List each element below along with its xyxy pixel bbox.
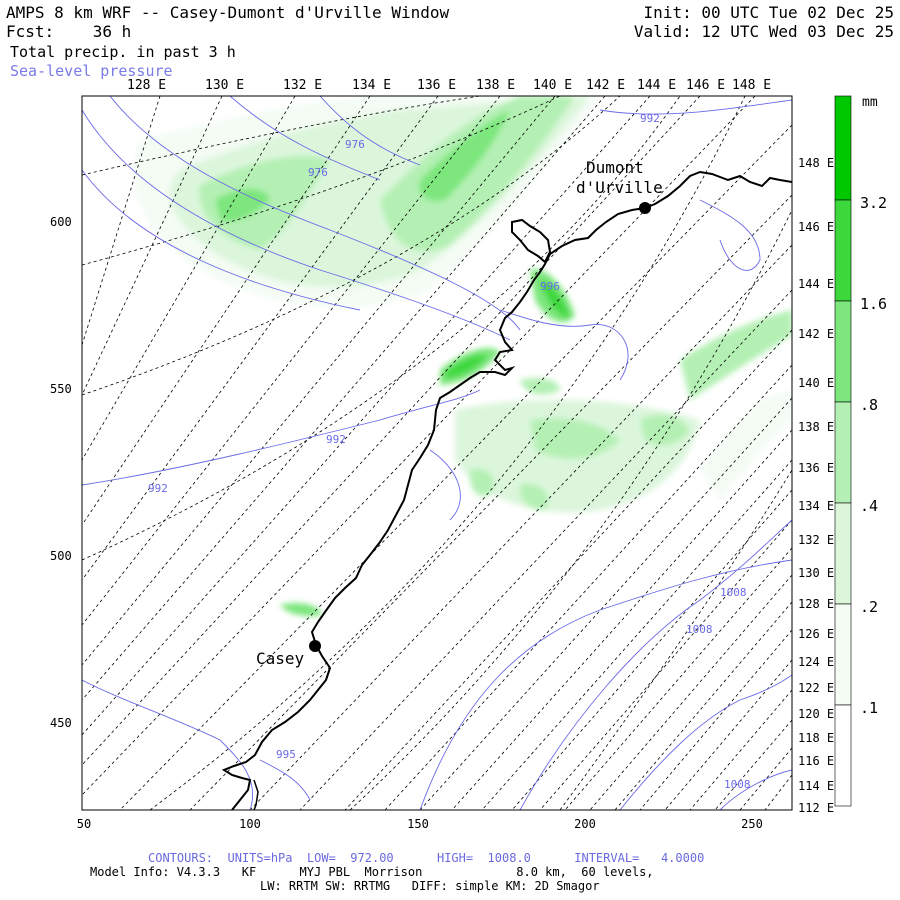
colorbar-label: 1.6 (860, 295, 887, 313)
x-axis-labels: 50 100 150 200 250 (77, 817, 763, 831)
lon-label: 116 E (798, 754, 834, 768)
isobar-labels: 992 976 976 992 992 995 1008 1008 1008 9… (148, 112, 751, 791)
lon-label: 134 E (798, 499, 834, 513)
precip-shading (133, 96, 792, 617)
isobar-label: 1008 (686, 623, 713, 636)
colorbar-unit: mm (862, 95, 878, 110)
isobar-label: 992 (148, 482, 168, 495)
lon-label: 132 E (283, 78, 322, 93)
map-border (81, 95, 793, 811)
isobar-label: 992 (640, 112, 660, 125)
y-tick-label: 450 (50, 716, 72, 730)
coastline-inlet (253, 779, 259, 810)
x-tick-label: 100 (239, 817, 261, 831)
lon-label: 132 E (798, 533, 834, 547)
colorbar-swatch-below (834, 704, 852, 807)
lon-label: 126 E (798, 627, 834, 641)
lon-label: 146 E (686, 78, 725, 93)
colorbar-swatch-0.4 (834, 401, 852, 504)
contour-info: CONTOURS: UNITS=hPa LOW= 972.00 HIGH= 10… (148, 851, 705, 865)
lon-label: 124 E (798, 655, 834, 669)
model-info-2: LW: RRTM SW: RRTMG DIFF: simple KM: 2D S… (260, 879, 600, 893)
lon-label: 112 E (798, 801, 834, 815)
init-time: Init: 00 UTC Tue 02 Dec 25 (643, 3, 894, 22)
lon-label: 136 E (798, 461, 834, 475)
colorbar-label: 3.2 (860, 194, 887, 212)
isobar-label: 996 (540, 280, 560, 293)
colorbar-label: .2 (860, 598, 878, 616)
x-tick-label: 150 (407, 817, 429, 831)
lat-lon-grid (82, 96, 792, 810)
lon-label: 148 E (732, 78, 771, 93)
colorbar-label: .1 (860, 699, 878, 717)
colorbar-swatch-0.8 (834, 300, 852, 403)
field-name: Total precip. in past 3 h (10, 43, 236, 61)
colorbar-swatch-3.2 (834, 95, 852, 201)
coastline-island (511, 218, 552, 264)
lon-label: 146 E (798, 220, 834, 234)
colorbar-swatch-1.6 (834, 199, 852, 302)
station-label-durville: d'Urville (576, 178, 663, 197)
lon-label: 142 E (798, 327, 834, 341)
isobar-label: 976 (308, 166, 328, 179)
lon-label: 114 E (798, 779, 834, 793)
right-lon-labels: 148 E 146 E 144 E 142 E 140 E 138 E 136 … (798, 156, 834, 815)
station-label-dumont: Dumont (586, 158, 644, 177)
colorbar-label: .4 (860, 497, 878, 515)
chart-title: AMPS 8 km WRF -- Casey-Dumont d'Urville … (6, 3, 450, 22)
lon-label: 140 E (798, 376, 834, 390)
forecast-hour: Fcst: 36 h (6, 22, 132, 41)
model-info: Model Info: V4.3.3 KF MYJ PBL Morrison 8… (90, 865, 654, 879)
lon-label: 134 E (352, 78, 391, 93)
isobar-label: 1008 (720, 586, 747, 599)
lon-label: 122 E (798, 681, 834, 695)
x-tick-label: 200 (574, 817, 596, 831)
map-content: 992 976 976 992 992 995 1008 1008 1008 9… (82, 96, 792, 810)
lon-label: 142 E (586, 78, 625, 93)
isobar-label: 992 (326, 433, 346, 446)
valid-time: Valid: 12 UTC Wed 03 Dec 25 (633, 22, 894, 41)
colorbar-swatch-0.2 (834, 502, 852, 605)
lon-label: 136 E (417, 78, 456, 93)
station-dot-dumont (639, 202, 651, 214)
lon-label: 148 E (798, 156, 834, 170)
colorbar: mm 3.2 1.6 .8 .4 .2 .1 (834, 95, 887, 807)
overlay-name: Sea-level pressure (10, 62, 173, 80)
x-tick-label: 250 (741, 817, 763, 831)
lon-label: 128 E (798, 597, 834, 611)
isobar-label: 995 (276, 748, 296, 761)
lon-label: 130 E (798, 566, 834, 580)
lon-label: 144 E (798, 277, 834, 291)
x-tick-label: 50 (77, 817, 91, 831)
isobar-label: 976 (345, 138, 365, 151)
y-tick-label: 550 (50, 382, 72, 396)
colorbar-swatch-0.1 (834, 603, 852, 706)
lon-label: 140 E (533, 78, 572, 93)
lon-label: 120 E (798, 707, 834, 721)
station-label-casey: Casey (256, 649, 305, 668)
lon-label: 130 E (205, 78, 244, 93)
y-tick-label: 500 (50, 549, 72, 563)
y-tick-label: 600 (50, 215, 72, 229)
y-axis-labels: 600 550 500 450 (50, 215, 72, 730)
isobar-label: 1008 (724, 778, 751, 791)
top-lon-labels: 128 E 130 E 132 E 134 E 136 E 138 E 140 … (127, 78, 771, 93)
lon-label: 118 E (798, 731, 834, 745)
station-dot-casey (309, 640, 321, 652)
lon-label: 138 E (476, 78, 515, 93)
lon-label: 138 E (798, 420, 834, 434)
colorbar-label: .8 (860, 396, 878, 414)
lon-label: 144 E (637, 78, 676, 93)
lon-label: 128 E (127, 78, 166, 93)
